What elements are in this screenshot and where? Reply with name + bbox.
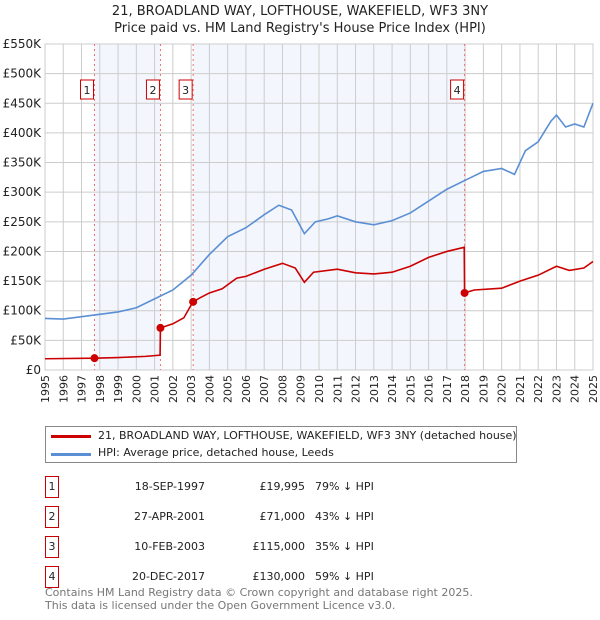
x-tick-label: 2022	[532, 375, 545, 403]
sale-marker-box	[450, 79, 465, 100]
x-tick-label: 2004	[203, 375, 216, 403]
x-tick-label: 2009	[295, 375, 308, 403]
y-tick-label: £250K	[3, 215, 43, 229]
sale-row: 4 20-DEC-2017 £130,000 59% ↓ HPI	[45, 566, 495, 588]
x-tick-label: 2008	[276, 375, 289, 403]
y-tick-label: £350K	[3, 156, 43, 170]
sale-marker-label: 3	[182, 84, 189, 97]
x-tick-label: 2017	[441, 375, 454, 403]
sale-hpi-diff: 35% ↓ HPI	[315, 540, 374, 553]
sale-hpi-diff: 59% ↓ HPI	[315, 570, 374, 583]
y-tick-label: £300K	[3, 185, 43, 199]
chart-subtitle: Price paid vs. HM Land Registry's House …	[114, 21, 486, 36]
sale-number: 1	[45, 476, 59, 498]
x-tick-label: 2007	[258, 375, 271, 403]
y-tick-label: £100K	[3, 304, 43, 318]
sale-price: £19,995	[259, 480, 306, 493]
x-tick-label: 1996	[57, 375, 70, 403]
x-tick-label: 2019	[477, 375, 490, 403]
x-tick-label: 2015	[404, 375, 417, 403]
sale-point	[189, 297, 198, 306]
sale-number: 3	[45, 536, 59, 558]
x-tick-label: 1998	[94, 375, 107, 403]
y-tick-label: £150K	[3, 274, 43, 288]
sale-price: £115,000	[252, 540, 306, 553]
x-tick-label: 2024	[569, 375, 582, 403]
plot-border	[44, 43, 594, 371]
sale-marker-box	[80, 79, 95, 100]
legend-swatch-price	[51, 435, 91, 438]
sale-price: £71,000	[259, 510, 306, 523]
chart-title: 21, BROADLAND WAY, LOFTHOUSE, WAKEFIELD,…	[111, 4, 489, 19]
sale-date: 10-FEB-2003	[134, 540, 205, 553]
legend: 21, BROADLAND WAY, LOFTHOUSE, WAKEFIELD,…	[45, 426, 517, 463]
x-tick-label: 2012	[350, 375, 363, 403]
x-tick-label: 2025	[587, 375, 600, 403]
x-tick-label: 2001	[149, 375, 162, 403]
sale-row: 2 27-APR-2001 £71,000 43% ↓ HPI	[45, 506, 495, 528]
sale-marker-box	[178, 79, 193, 100]
sale-row: 1 18-SEP-1997 £19,995 79% ↓ HPI	[45, 476, 495, 498]
sale-point	[460, 288, 469, 297]
y-tick-label: £400K	[3, 126, 43, 140]
sale-date: 27-APR-2001	[133, 510, 205, 523]
x-tick-label: 2020	[496, 375, 509, 403]
sale-marker-box	[145, 79, 160, 100]
sale-marker-label: 4	[454, 84, 461, 97]
x-tick-label: 1999	[112, 375, 125, 403]
series-line	[44, 102, 594, 320]
legend-price: 21, BROADLAND WAY, LOFTHOUSE, WAKEFIELD,…	[98, 429, 517, 442]
sale-row: 3 10-FEB-2003 £115,000 35% ↓ HPI	[45, 536, 495, 558]
sale-marker-label: 2	[149, 84, 156, 97]
x-tick-label: 2014	[386, 375, 399, 403]
x-tick-label: 2002	[167, 375, 180, 403]
sale-date: 20-DEC-2017	[131, 570, 205, 583]
y-tick-label: £550K	[3, 37, 43, 51]
y-tick-label: £200K	[3, 244, 43, 258]
x-tick-label: 2000	[130, 375, 143, 403]
x-tick-label: 2011	[331, 375, 344, 403]
sale-number: 2	[45, 506, 59, 528]
x-tick-label: 2006	[240, 375, 253, 403]
y-tick-label: £450K	[3, 96, 43, 110]
legend-swatch-hpi	[51, 453, 91, 456]
x-tick-label: 2016	[423, 375, 436, 403]
footer: Contains HM Land Registry data © Crown c…	[45, 586, 473, 612]
y-tick-label: £0	[26, 363, 41, 377]
footer-line-1: Contains HM Land Registry data © Crown c…	[45, 586, 473, 599]
x-tick-label: 2018	[459, 375, 472, 403]
sale-hpi-diff: 43% ↓ HPI	[315, 510, 374, 523]
x-tick-label: 2023	[550, 375, 563, 403]
x-tick-label: 2005	[222, 375, 235, 403]
sale-price: £130,000	[252, 570, 306, 583]
legend-hpi: HPI: Average price, detached house, Leed…	[98, 446, 334, 459]
sale-number: 4	[45, 566, 59, 588]
shaded-period	[193, 44, 465, 370]
x-tick-label: 2021	[514, 375, 527, 403]
x-tick-label: 1995	[39, 375, 52, 403]
sale-date: 18-SEP-1997	[134, 480, 205, 493]
x-tick-label: 2010	[313, 375, 326, 403]
chart: 1995 1996 1997 1998 1999 2000 2001 2002 2003 2004…	[3, 37, 600, 403]
sale-marker-label: 1	[84, 84, 91, 97]
x-tick-label: 2013	[368, 375, 381, 403]
series-line	[44, 246, 594, 360]
x-tick-label: 1997	[76, 375, 89, 403]
x-tick-label: 2003	[185, 375, 198, 403]
footer-line-2: This data is licensed under the Open Gov…	[45, 599, 396, 612]
sale-hpi-diff: 79% ↓ HPI	[315, 480, 374, 493]
y-tick-label: £50K	[10, 333, 42, 347]
y-tick-label: £500K	[3, 67, 43, 81]
sale-point	[90, 354, 99, 363]
sale-point	[156, 323, 165, 332]
